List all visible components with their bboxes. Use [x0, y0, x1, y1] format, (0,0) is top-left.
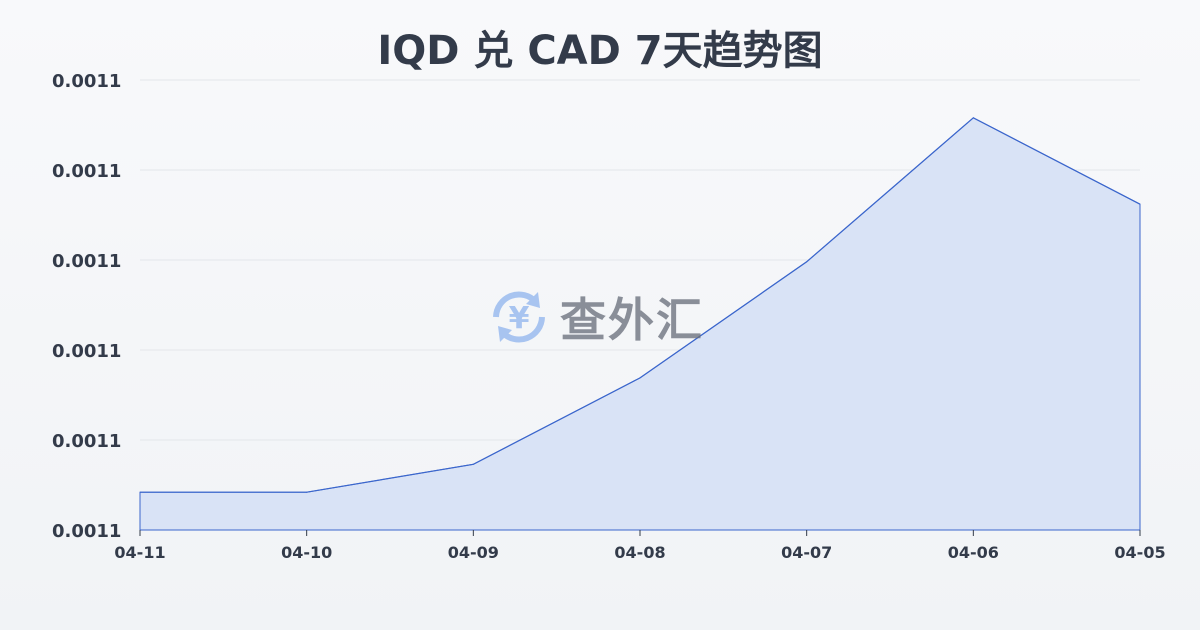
y-tick-label: 0.0011 [52, 161, 121, 182]
data-point [806, 261, 808, 263]
x-tick-label: 04-08 [614, 543, 665, 562]
data-point [139, 491, 141, 493]
x-tick-label: 04-05 [1114, 543, 1165, 562]
y-tick-label: 0.0011 [52, 71, 121, 92]
data-point [972, 117, 974, 119]
y-tick-label: 0.0011 [52, 521, 121, 542]
x-tick-label: 04-10 [281, 543, 332, 562]
data-point [639, 377, 641, 379]
yen-exchange-icon: ¥ [493, 291, 545, 343]
watermark: ¥ 查外汇 [488, 284, 704, 350]
watermark-text: 查外汇 [560, 293, 704, 347]
data-point [472, 463, 474, 465]
chart-title: IQD 兑 CAD 7天趋势图 [377, 28, 823, 74]
x-tick-label: 04-06 [948, 543, 999, 562]
y-tick-label: 0.0011 [52, 251, 121, 272]
y-tick-label: 0.0011 [52, 341, 121, 362]
x-tick-label: 04-11 [114, 543, 165, 562]
y-tick-label: 0.0011 [52, 431, 121, 452]
svg-text:¥: ¥ [509, 301, 530, 336]
data-point [1139, 203, 1141, 205]
data-point [306, 491, 308, 493]
x-tick-label: 04-07 [781, 543, 832, 562]
x-tick-label: 04-09 [448, 543, 499, 562]
